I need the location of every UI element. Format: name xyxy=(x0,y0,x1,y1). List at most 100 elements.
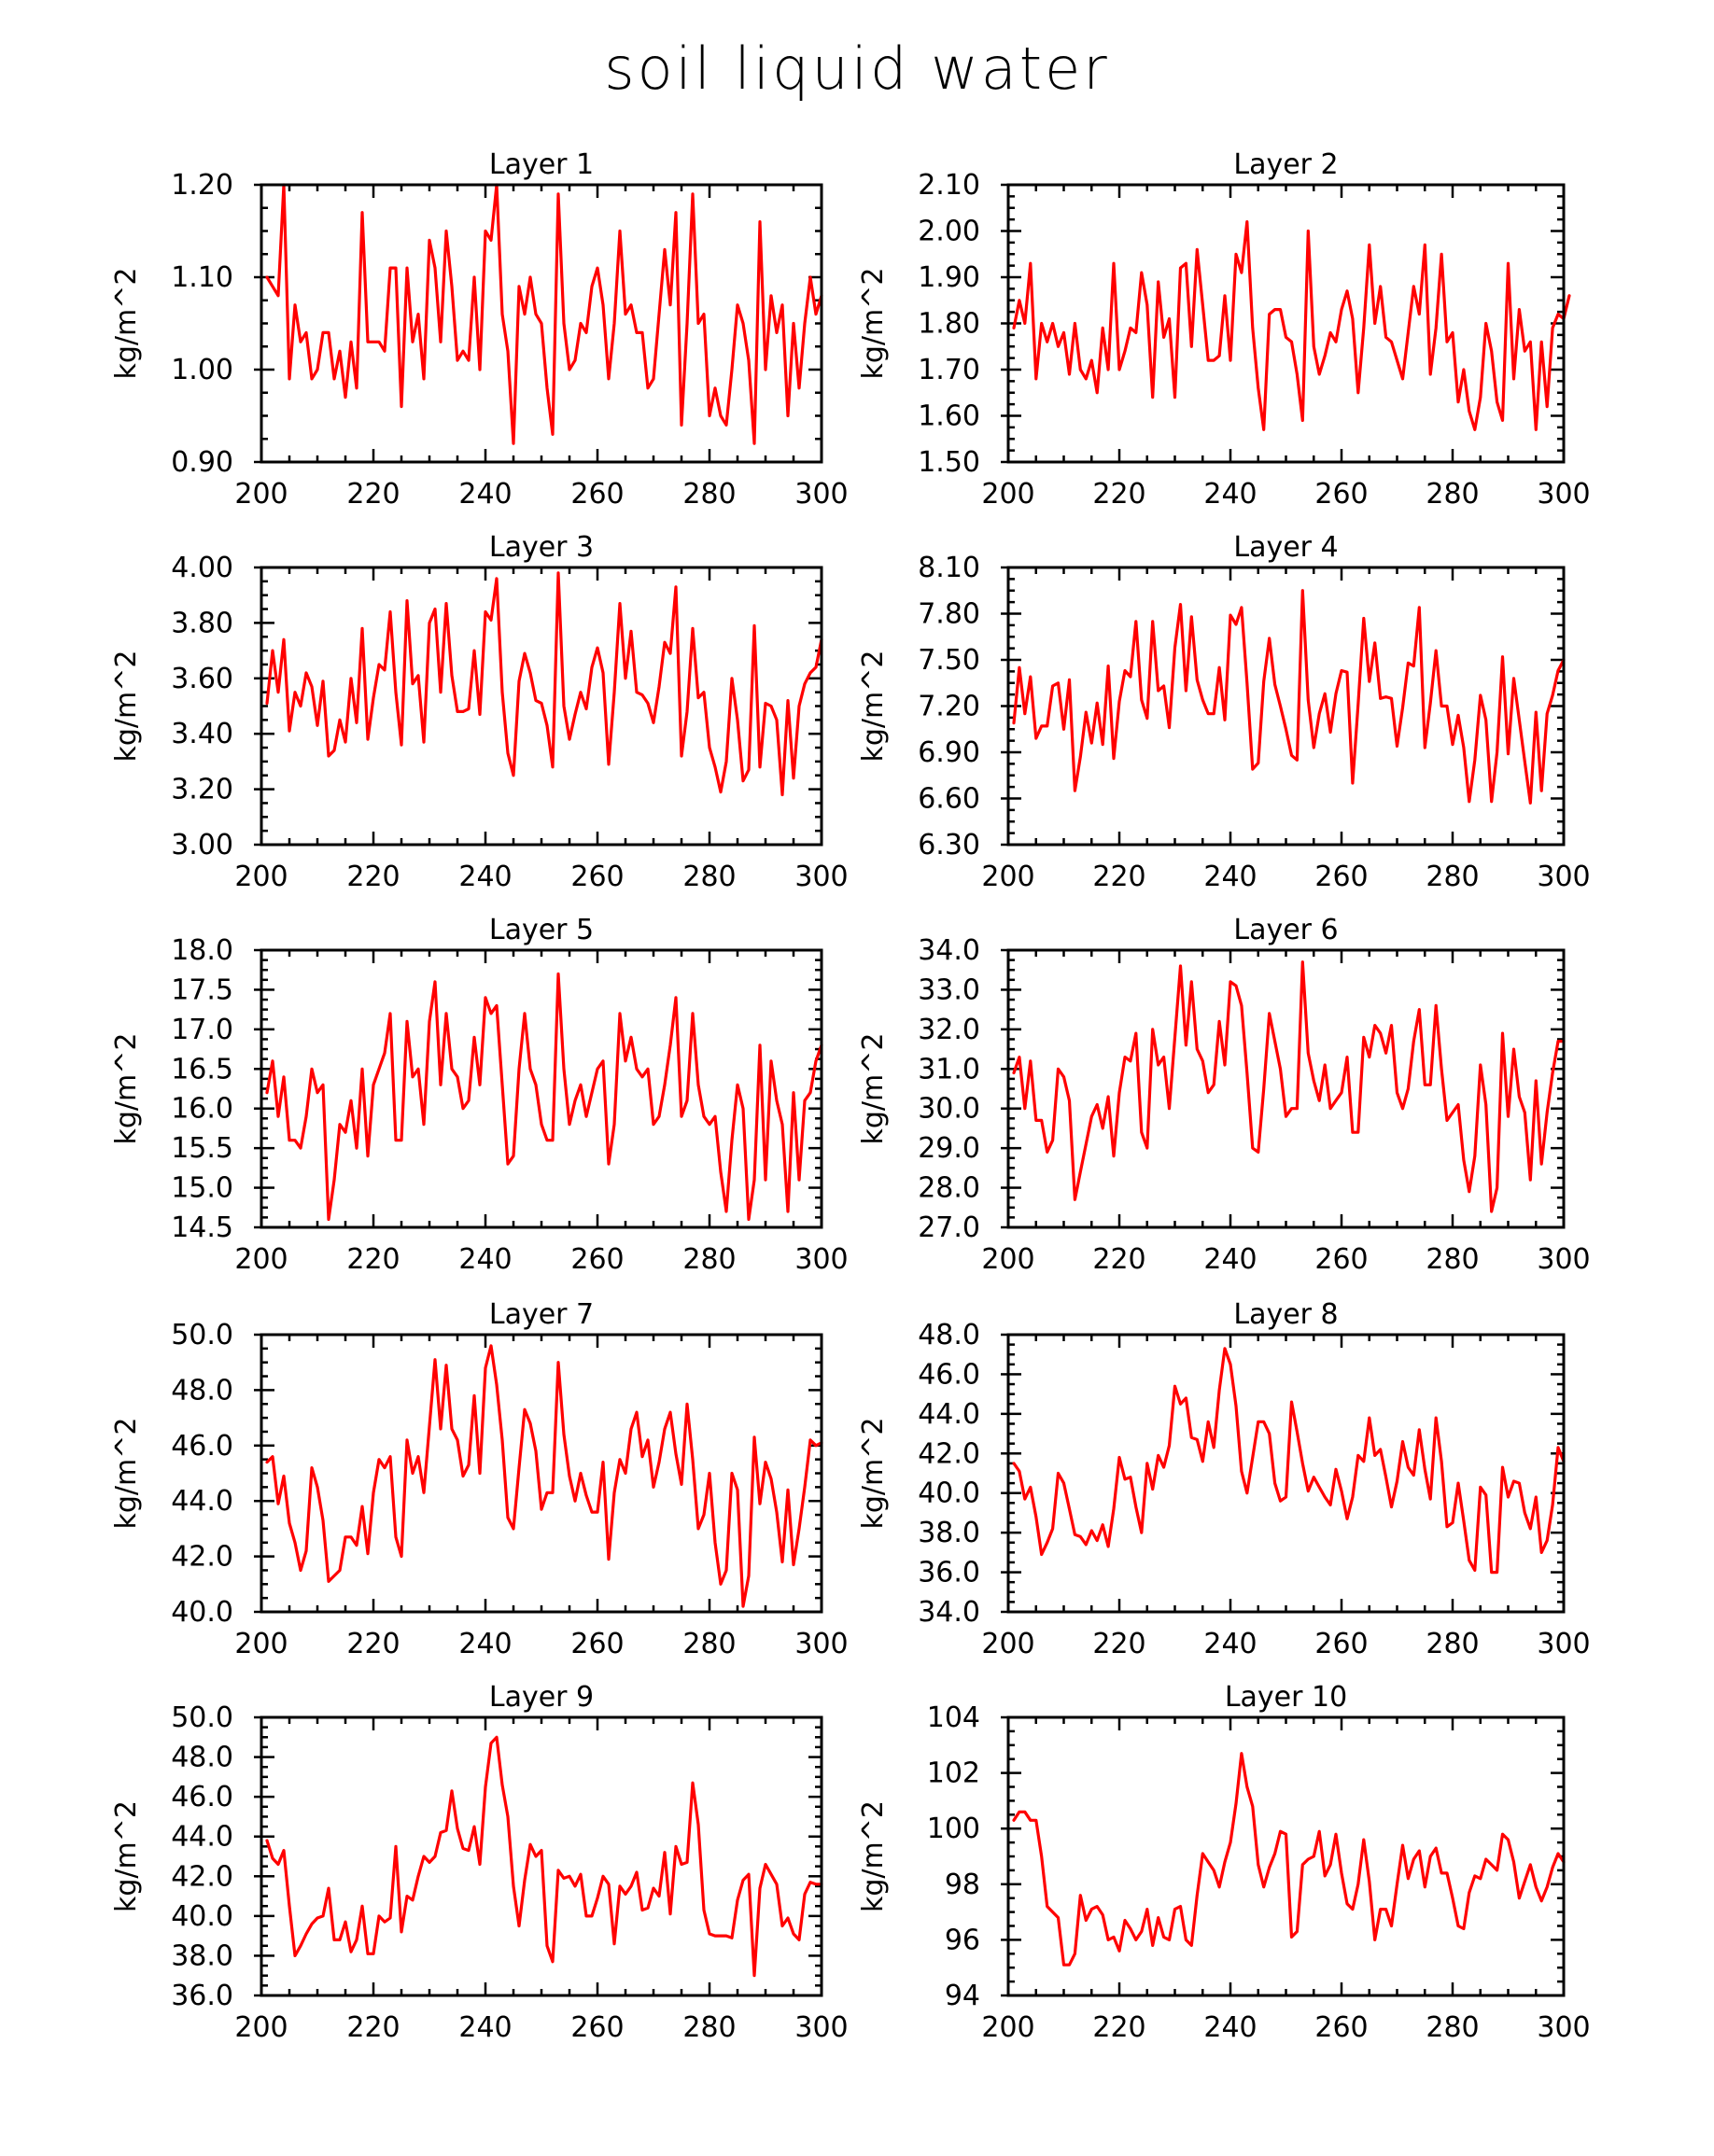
y-tick-label: 32.0 xyxy=(918,1014,980,1046)
panel-layer-9: Layer 9 kg/m^2 200 220 240 260 280 300 36.0 38.0 4… xyxy=(110,1681,849,2044)
x-tick-label: 220 xyxy=(346,1243,400,1276)
y-axis-label: kg/m^2 xyxy=(110,651,143,763)
y-tick-label: 38.0 xyxy=(918,1517,980,1549)
x-tick-label: 220 xyxy=(1092,1243,1145,1276)
x-tick-label: 280 xyxy=(1426,1243,1479,1276)
panel-layer-1: Layer 1 kg/m^2 200 220 240 260 280 300 0.90 1.00 1… xyxy=(110,148,849,511)
x-tick-label: 200 xyxy=(234,1243,288,1276)
x-tick-label: 200 xyxy=(981,861,1034,893)
y-tick-label: 46.0 xyxy=(171,1781,233,1813)
panel-title: Layer 4 xyxy=(1233,531,1338,564)
x-tick-label: 220 xyxy=(1092,1628,1145,1660)
x-tick-label: 240 xyxy=(458,1628,512,1660)
y-tick-label: 6.60 xyxy=(918,783,980,816)
y-tick-label: 1.70 xyxy=(918,354,980,386)
x-tick-label: 240 xyxy=(1203,861,1257,893)
series-line xyxy=(265,1344,823,1608)
y-tick-label: 40.0 xyxy=(918,1477,980,1510)
y-tick-label: 44.0 xyxy=(918,1398,980,1431)
x-tick-label: 260 xyxy=(570,1628,624,1660)
x-tick-label: 240 xyxy=(1203,1243,1257,1276)
x-tick-label: 300 xyxy=(1537,478,1590,511)
x-tick-label: 220 xyxy=(346,1628,400,1660)
y-tick-label: 17.5 xyxy=(171,973,233,1006)
panel-layer-7: Layer 7 kg/m^2 200 220 240 260 280 300 40.0 42.0 4… xyxy=(110,1298,849,1660)
panel-title: Layer 7 xyxy=(489,1298,594,1331)
y-tick-label: 8.10 xyxy=(918,552,980,584)
series-line xyxy=(265,571,823,797)
x-tick-label: 220 xyxy=(346,2011,400,2044)
y-tick-label: 17.0 xyxy=(171,1014,233,1046)
y-tick-label: 3.00 xyxy=(171,829,233,861)
y-tick-label: 1.20 xyxy=(171,169,233,202)
x-tick-label: 240 xyxy=(458,2011,512,2044)
plot-frame xyxy=(260,948,823,1229)
y-tick-label: 36.0 xyxy=(171,1980,233,2012)
x-tick-label: 200 xyxy=(981,1628,1034,1660)
y-axis-label: kg/m^2 xyxy=(857,1418,890,1530)
y-axis-label: kg/m^2 xyxy=(857,1800,890,1912)
y-tick-label: 14.5 xyxy=(171,1211,233,1244)
plot-frame xyxy=(1006,948,1566,1229)
plot-frame xyxy=(260,1715,823,1997)
x-tick-label: 200 xyxy=(981,2011,1034,2044)
y-tick-label: 48.0 xyxy=(918,1319,980,1351)
y-tick-label: 2.10 xyxy=(918,169,980,202)
y-tick-label: 31.0 xyxy=(918,1053,980,1085)
x-tick-label: 200 xyxy=(981,1243,1034,1276)
panel-layer-4: Layer 4 kg/m^2 200 220 240 260 280 300 6.30 6.60 6… xyxy=(857,531,1591,893)
x-tick-label: 260 xyxy=(570,2011,624,2044)
y-tick-label: 16.5 xyxy=(171,1053,233,1085)
y-tick-label: 34.0 xyxy=(918,934,980,967)
y-tick-label: 48.0 xyxy=(171,1374,233,1407)
y-tick-label: 30.0 xyxy=(918,1093,980,1126)
y-tick-label: 50.0 xyxy=(171,1319,233,1351)
plot-frame xyxy=(260,566,823,847)
panel-title: Layer 5 xyxy=(489,914,594,946)
y-tick-label: 100 xyxy=(927,1813,980,1845)
y-tick-label: 3.20 xyxy=(171,774,233,806)
x-tick-label: 200 xyxy=(234,2011,288,2044)
x-tick-label: 240 xyxy=(1203,2011,1257,2044)
x-tick-label: 240 xyxy=(458,861,512,893)
x-tick-label: 240 xyxy=(1203,478,1257,511)
x-tick-label: 260 xyxy=(570,861,624,893)
y-tick-label: 34.0 xyxy=(918,1596,980,1629)
panel-layer-3: Layer 3 kg/m^2 200 220 240 260 280 300 3.00 3.20 3… xyxy=(110,531,849,893)
y-tick-label: 98 xyxy=(945,1869,980,1901)
x-tick-label: 260 xyxy=(1314,1243,1368,1276)
plot-frame xyxy=(1006,1715,1566,1997)
y-tick-label: 29.0 xyxy=(918,1132,980,1165)
series-line xyxy=(1012,960,1566,1213)
panel-title: Layer 10 xyxy=(1225,1681,1347,1714)
x-tick-label: 280 xyxy=(1426,1628,1479,1660)
y-tick-label: 16.0 xyxy=(171,1093,233,1126)
x-tick-label: 280 xyxy=(682,861,736,893)
x-tick-label: 220 xyxy=(1092,2011,1145,2044)
y-tick-label: 38.0 xyxy=(171,1939,233,1972)
y-tick-label: 44.0 xyxy=(171,1485,233,1518)
x-tick-label: 300 xyxy=(794,861,848,893)
y-tick-label: 42.0 xyxy=(171,1860,233,1893)
y-tick-label: 42.0 xyxy=(171,1541,233,1574)
series-line xyxy=(1012,1752,1566,1967)
series-line xyxy=(1012,220,1571,431)
y-tick-label: 7.50 xyxy=(918,644,980,677)
x-tick-label: 220 xyxy=(1092,478,1145,511)
x-tick-label: 300 xyxy=(1537,1628,1590,1660)
x-tick-label: 280 xyxy=(682,1628,736,1660)
x-tick-label: 300 xyxy=(794,478,848,511)
y-tick-label: 1.10 xyxy=(171,261,233,294)
y-tick-label: 15.0 xyxy=(171,1172,233,1205)
plot-frame xyxy=(1006,566,1566,847)
x-tick-label: 260 xyxy=(1314,861,1368,893)
x-tick-label: 220 xyxy=(1092,861,1145,893)
series-line xyxy=(265,972,823,1222)
y-tick-label: 1.80 xyxy=(918,308,980,341)
panel-layer-2: Layer 2 kg/m^2 200 220 240 260 280 300 1.50 1.60 1… xyxy=(857,148,1591,511)
x-tick-label: 280 xyxy=(682,2011,736,2044)
series-line xyxy=(1012,1347,1566,1575)
y-tick-label: 48.0 xyxy=(171,1742,233,1774)
panel-title: Layer 1 xyxy=(489,148,594,181)
